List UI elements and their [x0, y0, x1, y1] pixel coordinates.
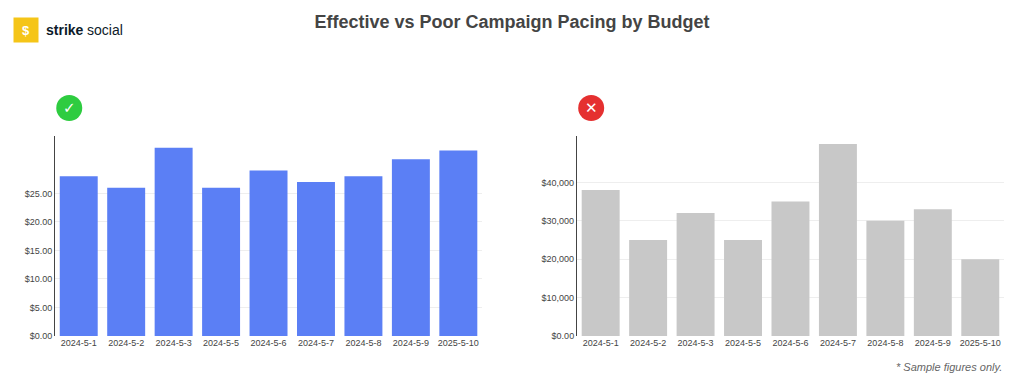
svg-text:$40,000: $40,000: [542, 178, 575, 188]
svg-text:$10,000: $10,000: [542, 293, 575, 303]
svg-text:2024-5-9: 2024-5-9: [915, 338, 951, 348]
svg-text:$20,000: $20,000: [542, 254, 575, 264]
svg-text:social: social: [87, 22, 123, 38]
svg-text:2024-5-1: 2024-5-1: [61, 338, 97, 348]
svg-text:$20.00: $20.00: [25, 217, 53, 227]
svg-text:2024-5-2: 2024-5-2: [108, 338, 144, 348]
svg-text:$15.00: $15.00: [25, 246, 53, 256]
svg-text:2024-5-1: 2024-5-1: [583, 338, 619, 348]
svg-text:2024-5-8: 2024-5-8: [345, 338, 381, 348]
svg-text:* Sample figures only.: * Sample figures only.: [896, 361, 1002, 373]
svg-text:2024-5-3: 2024-5-3: [678, 338, 714, 348]
svg-text:Effective vs Poor Campaign Pac: Effective vs Poor Campaign Pacing by Bud…: [314, 12, 709, 32]
svg-text:2024-5-8: 2024-5-8: [867, 338, 903, 348]
svg-text:strike: strike: [46, 22, 84, 38]
svg-text:2024-5-3: 2024-5-3: [156, 338, 192, 348]
svg-text:2024-5-9: 2024-5-9: [393, 338, 429, 348]
svg-text:2024-5-5: 2024-5-5: [203, 338, 239, 348]
svg-text:✕: ✕: [585, 99, 598, 117]
svg-text:2024-5-6: 2024-5-6: [251, 338, 287, 348]
svg-text:$25.00: $25.00: [25, 189, 53, 199]
svg-text:$30,000: $30,000: [542, 216, 575, 226]
svg-text:$0.00: $0.00: [30, 331, 53, 341]
svg-text:✓: ✓: [63, 99, 76, 117]
svg-text:2024-5-7: 2024-5-7: [820, 338, 856, 348]
svg-text:$10.00: $10.00: [25, 274, 53, 284]
svg-text:2024-5-2: 2024-5-2: [630, 338, 666, 348]
svg-text:2024-5-5: 2024-5-5: [725, 338, 761, 348]
svg-text:2025-5-10: 2025-5-10: [438, 338, 479, 348]
svg-text:$0.00: $0.00: [552, 331, 575, 341]
svg-text:2024-5-7: 2024-5-7: [298, 338, 334, 348]
svg-text:$5.00: $5.00: [30, 303, 53, 313]
svg-text:2025-5-10: 2025-5-10: [960, 338, 1001, 348]
svg-text:2024-5-6: 2024-5-6: [772, 338, 808, 348]
svg-text:$: $: [22, 23, 30, 38]
